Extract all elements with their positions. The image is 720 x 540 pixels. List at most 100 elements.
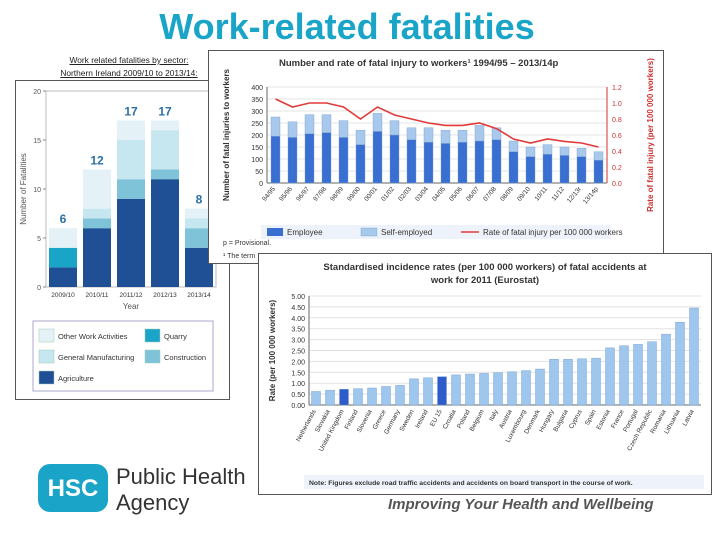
bar-segment-employee (270, 135, 281, 184)
x-tick-label: 03/04 (414, 186, 430, 203)
logo-line-1: Public Health (116, 464, 246, 489)
bar (675, 321, 685, 406)
bar-segment-general_manufacturing (117, 140, 145, 180)
bar (325, 389, 335, 406)
bar (451, 374, 461, 406)
bar-segment-self_employed (304, 114, 315, 134)
bar-segment-self_employed (270, 116, 281, 137)
bar-segment-employee (440, 143, 451, 184)
x-tick-label: 06/07 (465, 186, 481, 203)
x-tick-label: 11/12 (551, 186, 567, 203)
y2-tick-label: 1.0 (612, 101, 622, 108)
bar-segment-employee (576, 156, 587, 184)
footnote: ¹ The term (223, 253, 255, 260)
y-tick-label: 150 (251, 145, 263, 152)
y-tick-label: 200 (251, 133, 263, 140)
legend-swatch (360, 227, 378, 237)
chart-title: Number and rate of fatal injury to worke… (279, 58, 559, 69)
bar-segment-self_employed (287, 121, 298, 138)
bar (353, 388, 363, 406)
legend-swatch (38, 328, 55, 343)
bar (549, 359, 559, 406)
legend-label: Construction (164, 353, 206, 362)
bar-segment-employee (508, 151, 519, 184)
bar-segment-self_employed (542, 144, 553, 155)
bar-segment-employee (389, 134, 400, 184)
legend-swatch (144, 349, 161, 364)
bar (423, 377, 433, 406)
y-axis-label: Rate (per 100 000 workers) (268, 299, 277, 401)
chart-caption-line-1: Work related fatalities by sector: (69, 55, 189, 65)
legend-swatch (38, 370, 55, 385)
chart-title-line-2: work for 2011 (Eurostat) (430, 275, 539, 286)
bar-segment-other_work (49, 228, 77, 248)
bar-segment-self_employed (440, 129, 451, 144)
y2-tick-label: 0.0 (612, 181, 622, 188)
x-tick-label: 10/11 (534, 186, 550, 203)
chart-title-line-1: Standardised incidence rates (per 100 00… (323, 262, 647, 273)
bar (591, 357, 601, 406)
bar-segment-self_employed (593, 151, 604, 161)
y2-tick-label: 0.4 (612, 149, 622, 156)
legend-label: Self-employed (381, 228, 432, 237)
bar-segment-self_employed (423, 127, 434, 143)
bar (605, 347, 615, 406)
bar-segment-construction (185, 228, 213, 248)
legend-swatch (144, 328, 161, 343)
logo-line-2: Agency (116, 490, 189, 515)
legend-label: Quarry (164, 332, 187, 341)
footnote: p = Provisional. (223, 240, 271, 247)
legend-label: Agriculture (58, 374, 94, 383)
y-tick-label: 1.00 (291, 381, 305, 388)
y-tick-label: 5.00 (291, 294, 305, 301)
bar-segment-employee (491, 139, 502, 184)
y-axis-label: Number of Fatalities (19, 153, 28, 225)
bar-segment-employee (372, 131, 383, 184)
bar-segment-self_employed (321, 114, 332, 133)
x-tick-label: 09/10 (516, 186, 532, 203)
eurostat-incidence-chart: Standardised incidence rates (per 100 00… (259, 254, 711, 494)
bar-segment-agriculture (151, 179, 179, 287)
bar (521, 370, 531, 406)
bar-segment-employee (457, 141, 468, 184)
x-tick-label: 08/09 (499, 186, 515, 203)
y2-axis-label: Rate of fatal injury (per 100 000 worker… (646, 58, 655, 212)
bar-segment-construction (83, 218, 111, 229)
bar-segment-employee (304, 133, 315, 184)
y-tick-label: 3.50 (291, 327, 305, 334)
y-tick-label: 3.00 (291, 338, 305, 345)
bar-segment-self_employed (372, 113, 383, 132)
x-tick-label: 04/05 (431, 186, 447, 203)
y-tick-label: 300 (251, 109, 263, 116)
y-tick-label: 0.00 (291, 403, 305, 410)
x-tick-label: 2009/10 (51, 292, 75, 299)
bar-segment-employee (355, 144, 366, 184)
bar (437, 376, 447, 406)
bar-segment-agriculture (83, 228, 111, 287)
bar-segment-employee (423, 141, 434, 184)
x-tick-label: 13/14p (582, 185, 600, 205)
bar (381, 386, 391, 406)
x-tick-label: 05/06 (448, 186, 464, 203)
bar-total-label: 17 (158, 104, 172, 118)
y2-tick-label: 0.8 (612, 117, 622, 124)
y-tick-label: 400 (251, 85, 263, 92)
chart-caption-line-2: Northern Ireland 2009/10 to 2013/14: (60, 68, 198, 78)
bar-segment-self_employed (508, 140, 519, 153)
bar (311, 391, 321, 406)
bar-total-label: 6 (60, 212, 67, 226)
bar-segment-employee (525, 156, 536, 184)
bar (395, 385, 405, 406)
note-box (304, 475, 704, 489)
bar-segment-self_employed (525, 146, 536, 157)
x-tick-label: 94/95 (261, 186, 277, 203)
bar (563, 359, 573, 406)
y-tick-label: 10 (33, 187, 41, 194)
bar (577, 358, 587, 406)
bar-segment-self_employed (474, 125, 485, 142)
bar-segment-agriculture (49, 267, 77, 287)
legend-label: Other Work Activities (58, 332, 128, 341)
bar-segment-employee (338, 137, 349, 184)
legend-swatch (267, 228, 283, 236)
hsc-logo-mark: HSC Public Health Agency (38, 464, 246, 515)
